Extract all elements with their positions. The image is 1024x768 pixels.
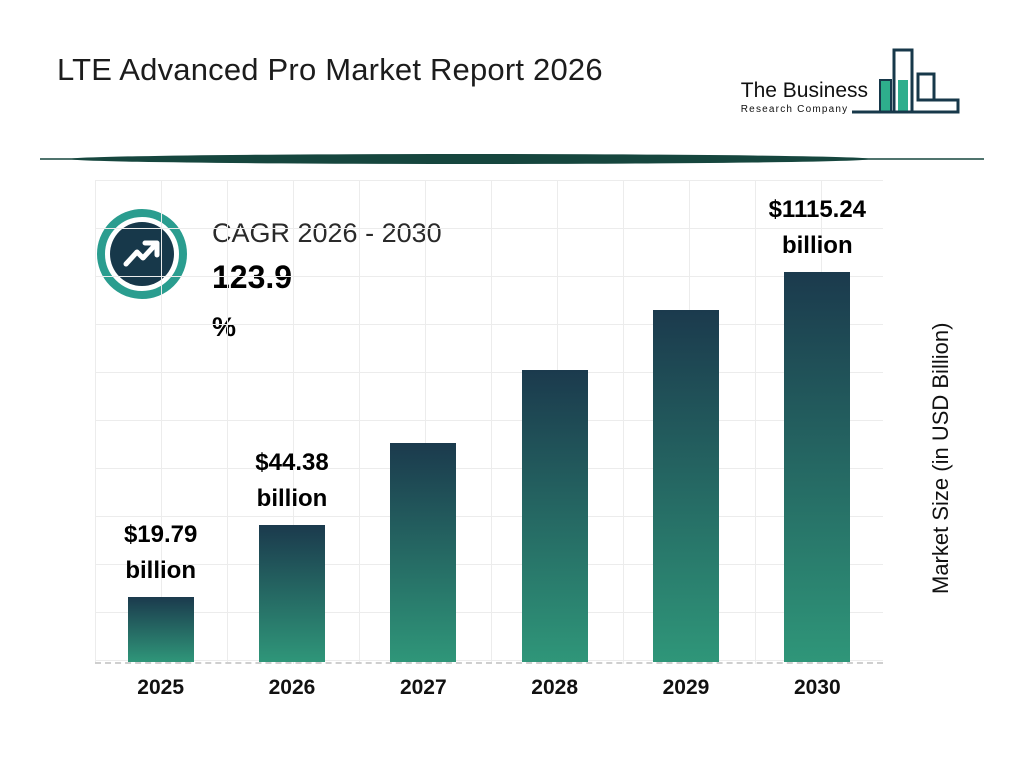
bar-value-label: $44.38 billion <box>255 449 329 512</box>
bar-value-label: $1115.24 billion <box>768 196 867 259</box>
bar <box>521 370 588 662</box>
x-axis-tick: 2028 <box>531 676 578 699</box>
bar-value-label: $19.79 billion <box>123 521 198 584</box>
x-axis-tick: 2027 <box>399 676 447 699</box>
logo-bars-icon <box>850 44 968 129</box>
bar-column <box>489 180 620 662</box>
bar <box>390 443 457 662</box>
x-axis-tick: 2025 <box>137 676 185 699</box>
page-title: LTE Advanced Pro Market Report 2026 <box>57 52 603 87</box>
x-axis-tick: 2030 <box>793 676 841 699</box>
bar <box>127 597 194 662</box>
logo-subtitle: Research Company <box>740 104 849 115</box>
bar-column: $1115.24 billion <box>752 180 883 662</box>
bar <box>652 310 719 662</box>
bar-column: $19.79 billion <box>95 180 226 662</box>
bar-column: $44.38 billion <box>226 180 357 662</box>
bar-column <box>358 180 489 662</box>
company-logo: The Business Research Company <box>741 44 968 129</box>
bar <box>784 272 851 662</box>
bars-row: $19.79 billion $44.38 billion $1115.24 bil… <box>95 180 883 662</box>
bar-column <box>620 180 751 662</box>
x-axis-tick: 2029 <box>662 676 710 699</box>
header-divider <box>40 152 984 166</box>
y-axis-label: Market Size (in USD Billion) <box>928 322 953 594</box>
bar <box>258 525 325 662</box>
logo-text: The Business Research Company <box>741 79 868 115</box>
logo-name: The Business <box>740 79 868 102</box>
bar-chart-plot-area: $19.79 billion $44.38 billion $1115.24 bil… <box>95 180 883 664</box>
x-axis-row: 2025 2026 2027 2028 2029 2030 <box>95 676 883 700</box>
x-axis-tick: 2026 <box>268 676 316 699</box>
